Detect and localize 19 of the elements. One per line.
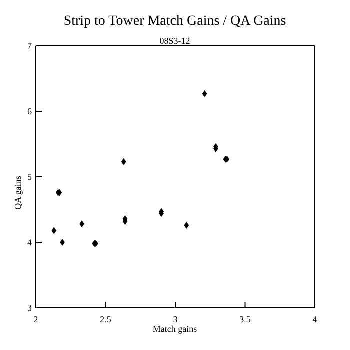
point xyxy=(60,239,65,246)
y-tick-label: 4 xyxy=(28,238,32,248)
x-tick-label: 2 xyxy=(34,314,38,324)
point xyxy=(184,222,190,229)
y-tick-label: 7 xyxy=(28,41,32,52)
y-tick-label: 3 xyxy=(28,303,32,314)
x-tick-label: 2.5 xyxy=(100,314,112,324)
point xyxy=(202,90,208,98)
chart-subtitle: 08S3-12 xyxy=(160,36,190,46)
point xyxy=(52,227,57,234)
x-tick-label: 3.5 xyxy=(240,314,252,324)
x-tick-label: 4 xyxy=(312,314,318,324)
chart-title: Strip to Tower Match Gains / QA Gains xyxy=(62,14,288,30)
y-axis-title: QA gains xyxy=(13,175,23,212)
y-tick-label: 5 xyxy=(28,172,32,182)
x-axis-title: Match gains xyxy=(152,324,198,334)
y-tick-label: 6 xyxy=(28,106,32,117)
point xyxy=(121,158,126,166)
x-tick-label: 3 xyxy=(173,314,178,324)
